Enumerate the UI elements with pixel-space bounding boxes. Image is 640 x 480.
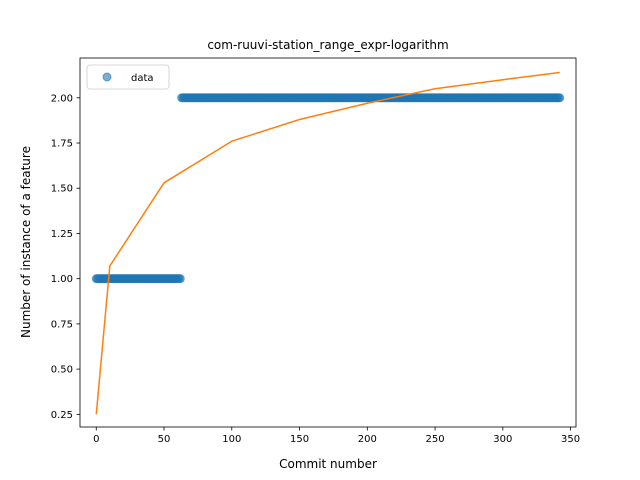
y-tick-label: 0.75 <box>51 319 73 330</box>
data-point <box>175 274 185 284</box>
fit-line <box>95 71 560 415</box>
y-tick-label: 2.00 <box>51 93 73 104</box>
x-tick-label: 350 <box>561 434 580 445</box>
x-axis-label: Commit number <box>279 457 377 471</box>
legend-box <box>86 64 170 90</box>
y-axis-label: Number of instance of a feature <box>19 146 33 338</box>
x-tick-label: 100 <box>222 434 241 445</box>
y-tick-label: 1.00 <box>51 274 73 285</box>
x-tick-label: 0 <box>93 434 99 445</box>
plot-area <box>91 71 565 415</box>
y-tick-label: 0.50 <box>51 365 73 376</box>
y-tick-label: 1.50 <box>51 184 73 195</box>
legend-label-data: data <box>131 73 154 84</box>
y-tick-label: 1.25 <box>51 229 73 240</box>
x-tick-label: 300 <box>493 434 512 445</box>
y-tick-label: 1.75 <box>51 139 73 150</box>
axes-frame <box>79 57 577 428</box>
legend-marker <box>102 72 112 82</box>
data-point <box>555 93 565 103</box>
legend: data <box>86 64 170 90</box>
x-tick-label: 150 <box>290 434 309 445</box>
x-tick-label: 250 <box>426 434 445 445</box>
x-tick-label: 200 <box>358 434 377 445</box>
x-tick-label: 50 <box>158 434 171 445</box>
axis-ticks: 0 50 100 150 200 250 300 350 0.25 0.50 0.75 1.00 1.2… <box>51 93 580 445</box>
chart-title: com-ruuvi-station_range_expr-logarithm <box>207 38 448 52</box>
y-tick-label: 0.25 <box>51 410 73 421</box>
